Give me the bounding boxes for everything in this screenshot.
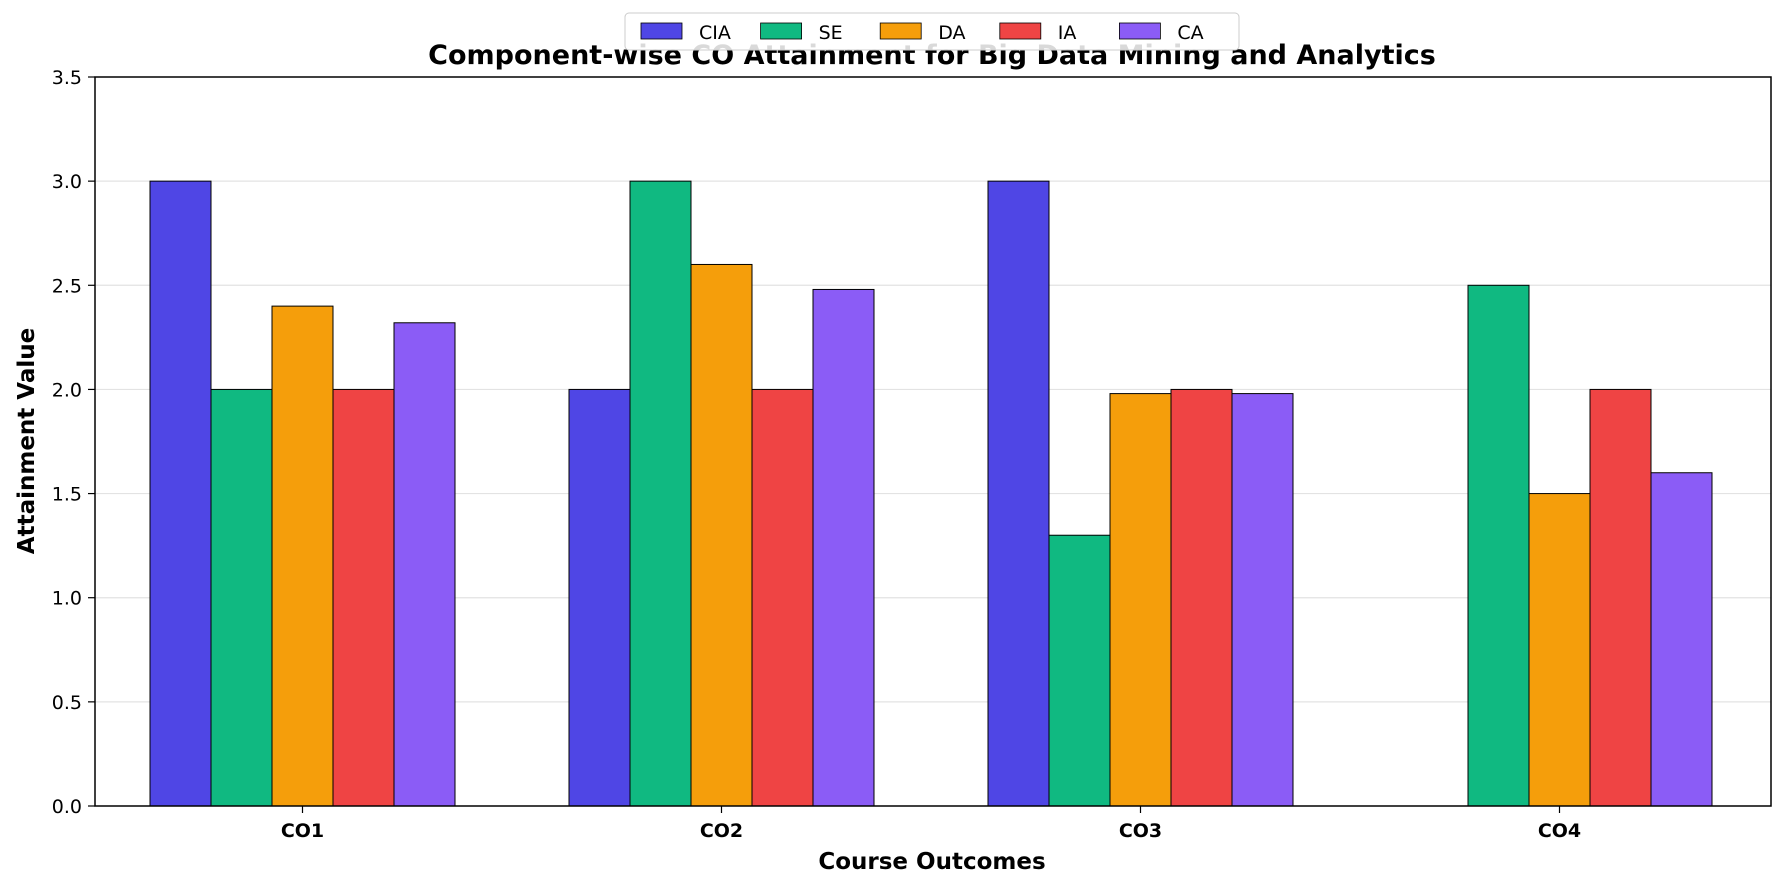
legend-label-da: DA: [938, 22, 965, 44]
bar-se-co3: [1048, 534, 1111, 807]
y-tick-label: 3.0: [52, 171, 82, 193]
bar-ca-co4: [1650, 472, 1713, 807]
y-tick-label: 1.0: [52, 588, 82, 610]
bar-ca-co2: [812, 288, 875, 807]
bar-ia-co4: [1589, 388, 1652, 807]
bar-da-co3: [1109, 393, 1172, 807]
y-tick-label: 1.5: [52, 484, 82, 506]
legend-box: [624, 12, 1240, 51]
bar-cia-co2: [568, 388, 631, 807]
bar-ca-co3: [1231, 393, 1294, 807]
bar-ia-co1: [332, 388, 395, 807]
y-axis: 0.0 0.5 1.0 1.5 2.0 2.5 3.0 3.5: [52, 67, 95, 818]
legend-label-ca: CA: [1177, 22, 1203, 44]
legend-swatch-ia: [999, 22, 1042, 40]
y-tick-label: 0.0: [52, 796, 82, 818]
legend-swatch-da: [879, 22, 922, 40]
bar-ia-co2: [751, 388, 814, 807]
bar-da-co2: [690, 263, 753, 807]
legend-label-se: SE: [819, 22, 843, 44]
bar-se-co2: [629, 180, 692, 807]
y-tick-label: 2.0: [52, 379, 82, 401]
bar-cia-co3: [987, 180, 1050, 807]
x-axis-label: Course Outcomes: [818, 849, 1045, 875]
x-tick-label: CO4: [1538, 820, 1581, 842]
legend-swatch-ca: [1119, 22, 1161, 40]
bar-se-co4: [1467, 284, 1530, 807]
bar-cia-co1: [149, 180, 212, 807]
legend-label-ia: IA: [1058, 22, 1077, 44]
x-tick-label: CO3: [1119, 820, 1162, 842]
legend-swatch-se: [760, 22, 802, 40]
legend-swatch-cia: [640, 22, 683, 40]
bar-se-co1: [210, 388, 273, 807]
bar-ca-co1: [393, 322, 456, 807]
bar-ia-co3: [1170, 388, 1233, 807]
bars-group: [149, 180, 1713, 807]
bar-da-co4: [1528, 493, 1591, 807]
bar-da-co1: [271, 305, 334, 807]
y-tick-label: 3.5: [52, 67, 82, 89]
legend-label-cia: CIA: [699, 22, 731, 44]
y-tick-label: 2.5: [52, 275, 82, 297]
y-tick-label: 0.5: [52, 692, 82, 714]
x-tick-label: CO1: [281, 820, 324, 842]
legend: CIA SE DA IA CA: [624, 12, 1240, 51]
plot-frame: [94, 76, 1772, 807]
x-axis: CO1 CO2 CO3 CO4: [281, 806, 1581, 842]
x-tick-label: CO2: [700, 820, 743, 842]
y-axis-label: Attainment Value: [14, 328, 40, 554]
